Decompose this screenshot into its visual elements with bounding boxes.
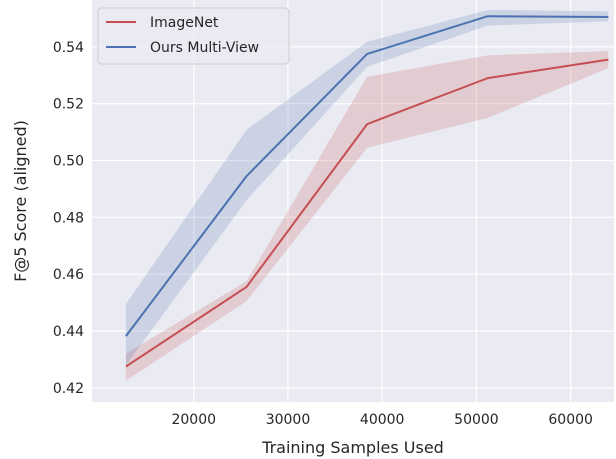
x-tick-label: 40000 xyxy=(360,412,405,428)
confidence-band-imagenet xyxy=(125,51,609,381)
tick-labels: 20000 30000 40000 50000 60000 0.42 0.44 0.46 0.4… xyxy=(53,40,593,428)
confidence-bands xyxy=(125,9,609,381)
x-tick-label: 20000 xyxy=(171,412,216,428)
x-axis-label: Training Samples Used xyxy=(261,438,444,457)
legend: ImageNet Ours Multi-View xyxy=(97,7,290,65)
y-tick-label: 0.42 xyxy=(53,381,84,397)
confidence-band-ours-multi-view xyxy=(125,9,609,366)
series-lines xyxy=(125,15,609,368)
y-tick-label: 0.44 xyxy=(53,324,84,340)
series-line-imagenet xyxy=(125,58,609,368)
series-line-ours-multi-view xyxy=(125,15,609,337)
legend-label-imagenet: ImageNet xyxy=(150,15,219,31)
x-tick-label: 30000 xyxy=(266,412,311,428)
x-tick-label: 50000 xyxy=(454,412,499,428)
y-tick-label: 0.46 xyxy=(53,267,84,283)
y-tick-label: 0.52 xyxy=(53,97,84,113)
legend-box xyxy=(97,7,290,65)
y-tick-label: 0.48 xyxy=(53,210,84,226)
legend-label-ours-multi-view: Ours Multi-View xyxy=(150,40,259,56)
y-tick-label: 0.54 xyxy=(53,40,84,56)
y-tick-label: 0.50 xyxy=(53,154,84,170)
y-axis-label: F@5 Score (aligned) xyxy=(11,120,30,282)
grid-lines xyxy=(92,0,614,402)
x-tick-label: 60000 xyxy=(548,412,593,428)
